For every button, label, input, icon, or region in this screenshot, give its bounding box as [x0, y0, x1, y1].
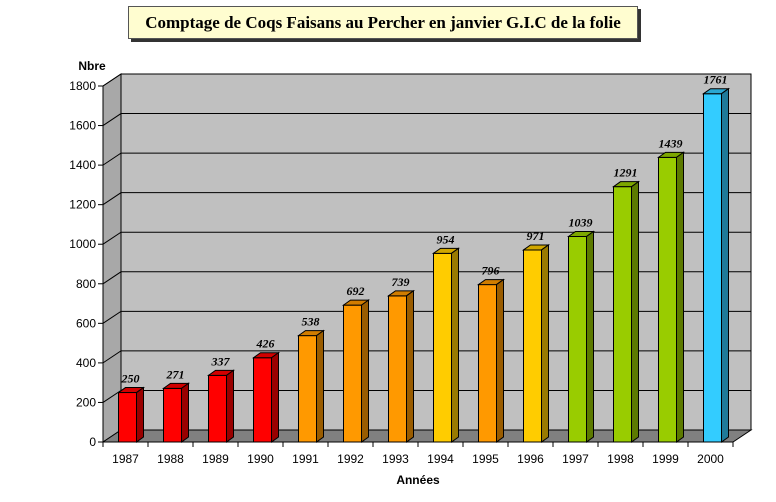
y-tick-label: 1600 — [69, 119, 96, 133]
bar-side — [136, 386, 144, 443]
bar — [658, 156, 677, 443]
bar — [118, 392, 137, 443]
data-label: 971 — [527, 229, 545, 243]
data-label: 739 — [392, 275, 410, 289]
bar — [478, 284, 497, 443]
y-tick-label: 1200 — [69, 198, 96, 212]
y-axis-title: Nbre — [78, 59, 106, 73]
x-tick-label: 1989 — [202, 452, 229, 466]
y-tick-label: 1800 — [69, 79, 96, 93]
x-tick-label: 1988 — [157, 452, 184, 466]
bar — [703, 93, 722, 443]
data-label: 538 — [302, 315, 320, 329]
bar — [163, 387, 182, 443]
bar-side — [406, 289, 414, 443]
x-tick-label: 1990 — [247, 452, 274, 466]
x-tick-label: 1993 — [382, 452, 409, 466]
y-tick-label: 400 — [76, 356, 96, 370]
gridline — [102, 192, 751, 206]
data-label: 954 — [437, 232, 455, 246]
bar — [208, 374, 227, 443]
data-label: 1039 — [569, 216, 593, 230]
x-tick-label: 1995 — [472, 452, 499, 466]
data-label: 337 — [211, 354, 231, 368]
bar — [253, 357, 272, 443]
x-tick-label: 1992 — [337, 452, 364, 466]
bar — [523, 249, 542, 443]
bar — [433, 252, 452, 443]
y-tick-label: 1000 — [69, 237, 96, 251]
data-label: 271 — [166, 367, 185, 381]
bar-side — [451, 247, 459, 443]
chart-title: Comptage de Coqs Faisans au Percher en j… — [128, 6, 638, 39]
bar — [613, 186, 632, 443]
bar — [343, 304, 362, 443]
bar-side — [361, 299, 369, 443]
bar-side — [631, 180, 639, 443]
x-tick-label: 1994 — [427, 452, 454, 466]
data-label: 796 — [482, 264, 500, 278]
x-tick-label: 1998 — [607, 452, 634, 466]
x-tick-label: 1991 — [292, 452, 319, 466]
y-tick-label: 600 — [76, 316, 96, 330]
data-label: 250 — [121, 372, 140, 386]
x-tick-label: 1999 — [652, 452, 679, 466]
bar — [298, 335, 317, 443]
gridline — [102, 152, 751, 166]
data-label: 692 — [347, 284, 365, 298]
data-label: 1439 — [659, 136, 683, 150]
gridline — [102, 73, 751, 87]
bar-side — [676, 151, 684, 443]
x-axis-title: Années — [396, 473, 440, 487]
bar-side — [586, 230, 594, 443]
data-label: 1761 — [704, 73, 728, 87]
bar-side — [496, 278, 504, 443]
x-tick-label: 1987 — [112, 452, 139, 466]
floor — [101, 429, 753, 443]
bar — [568, 236, 587, 443]
bar-side — [721, 87, 729, 443]
x-tick-label: 1997 — [562, 452, 589, 466]
y-tick-label: 0 — [89, 435, 96, 449]
x-tick-label: 2000 — [697, 452, 724, 466]
y-tick-label: 1400 — [69, 158, 96, 172]
gridline — [102, 113, 751, 126]
bar-side — [541, 243, 549, 443]
data-label: 426 — [256, 337, 275, 351]
bar — [388, 295, 407, 443]
bar-side — [226, 369, 234, 443]
bar-side — [316, 329, 324, 443]
side-wall — [102, 73, 122, 443]
bar-side — [271, 351, 279, 443]
y-tick-label: 200 — [76, 395, 96, 409]
gridline — [102, 231, 751, 245]
data-label: 1291 — [614, 166, 638, 180]
bar-side — [181, 382, 189, 443]
y-tick-label: 800 — [76, 277, 96, 291]
x-tick-label: 1996 — [517, 452, 544, 466]
